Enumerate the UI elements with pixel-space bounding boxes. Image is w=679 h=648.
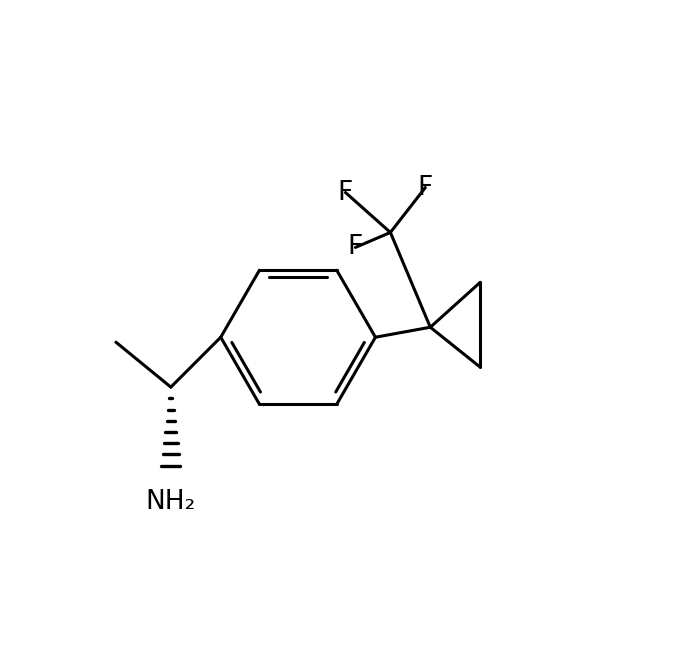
Text: F: F — [348, 235, 363, 260]
Text: F: F — [418, 174, 433, 200]
Text: NH₂: NH₂ — [146, 489, 196, 515]
Text: F: F — [338, 179, 353, 205]
